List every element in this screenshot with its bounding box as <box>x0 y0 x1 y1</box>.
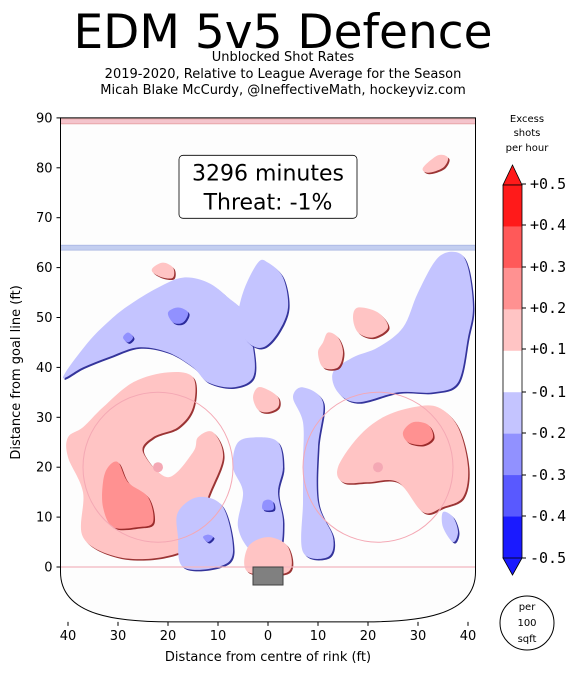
colorbar-band-8 <box>503 516 522 559</box>
colorbar-band-1 <box>503 226 522 269</box>
y-axis-label: Distance from goal line (ft) <box>9 285 24 459</box>
colorbar-max-arrow <box>502 164 523 186</box>
colorbar-band-3 <box>503 309 522 352</box>
faceoff-dot-1 <box>373 462 383 473</box>
region-9 <box>176 496 234 570</box>
colorbar-band-5 <box>503 392 522 435</box>
colorbar-band-4 <box>503 350 522 393</box>
x-tick-label-4: 0 <box>264 629 272 644</box>
region-2 <box>337 405 469 514</box>
colorbar-band-6 <box>503 433 522 476</box>
chart-subtitle: Unblocked Shot Rates <box>211 50 355 65</box>
region-7 <box>232 437 283 556</box>
colorbar-band-7 <box>503 475 522 518</box>
colorbar-legend: +0.5 +0.4 +0.3 +0.2 +0.1 -0.1 -0.2 -0.3 -0.4 -0.5 <box>502 164 566 576</box>
region-19 <box>262 499 274 511</box>
x-tick-label-7: 30 <box>410 629 427 644</box>
region-3 <box>402 421 434 445</box>
unit-badge-line-2: 100 <box>517 618 536 629</box>
x-tick-label-8: 40 <box>460 629 477 644</box>
colorbar-tick-label-3: +0.2 <box>530 299 566 317</box>
colorbar-min-arrow <box>502 557 523 576</box>
region-17 <box>167 307 189 324</box>
region-1 <box>102 461 154 529</box>
y-tick-label-0: 0 <box>44 561 52 576</box>
colorbar-title: Excess shots per hour <box>506 114 550 154</box>
x-tick-label-0: 40 <box>60 629 77 644</box>
region-11 <box>318 332 343 370</box>
region-16 <box>244 537 292 576</box>
x-tick-label-5: 10 <box>310 629 327 644</box>
colorbar-title-line-2: shots <box>514 128 541 139</box>
colorbar-tick-label-9: -0.5 <box>530 549 566 567</box>
region-6 <box>332 251 473 403</box>
rink-boundary <box>60 117 476 623</box>
colorbar-title-line-1: Excess <box>510 114 544 125</box>
blue-line <box>60 244 476 251</box>
region-18 <box>123 332 133 343</box>
region-14 <box>151 262 175 279</box>
x-tick-label-3: 10 <box>210 629 227 644</box>
region-10 <box>441 511 458 543</box>
colorbar-tick-label-6: -0.2 <box>530 424 566 442</box>
goal-net <box>252 566 284 586</box>
region-13 <box>353 307 389 338</box>
chart-credit-line: Micah Blake McCurdy, @IneffectiveMath, h… <box>100 83 466 98</box>
annotation-box: 3296 minutes Threat: -1% <box>178 154 358 219</box>
y-tick-label-2: 20 <box>36 461 53 476</box>
faceoff-dot-0 <box>153 462 163 473</box>
unit-badge-line-1: per <box>519 602 537 613</box>
colorbar-tick-label-7: -0.3 <box>530 466 566 484</box>
colorbar-tick-label-5: -0.1 <box>530 383 566 401</box>
annotation-minutes: 3296 minutes <box>192 161 344 186</box>
y-tick-label-5: 50 <box>36 311 53 326</box>
y-tick-label-4: 40 <box>36 361 53 376</box>
x-tick-label-6: 20 <box>360 629 377 644</box>
colorbar-tick-label-2: +0.3 <box>530 258 566 276</box>
chart-axes: 40 30 20 10 0 10 20 30 40 0 10 20 30 40 50 60 70 80 90 Dist… <box>9 111 476 664</box>
region-5 <box>237 259 289 348</box>
colorbar-tick-label-8: -0.4 <box>530 507 566 525</box>
faceoff-circle-1 <box>302 391 454 543</box>
rink-field <box>60 117 476 622</box>
region-4 <box>62 277 255 388</box>
region-15 <box>422 154 449 173</box>
y-tick-label-3: 30 <box>36 411 53 426</box>
y-tick-label-6: 60 <box>36 261 53 276</box>
annotation-threat: Threat: -1% <box>203 190 333 215</box>
unit-badge: per 100 sqft <box>499 595 555 651</box>
region-12 <box>253 386 280 413</box>
centre-red-line <box>60 118 476 125</box>
colorbar-tick-label-1: +0.4 <box>530 216 566 234</box>
chart-season-line: 2019-2020, Relative to League Average fo… <box>104 67 462 82</box>
y-tick-label-9: 90 <box>36 111 53 126</box>
y-tick-label-7: 70 <box>36 211 53 226</box>
unit-badge-line-3: sqft <box>518 634 537 645</box>
x-axis-label: Distance from centre of rink (ft) <box>165 650 371 665</box>
chart-title: EDM 5v5 Defence <box>73 5 493 60</box>
colorbar-title-line-3: per hour <box>506 143 550 154</box>
faceoff-circle-0 <box>82 391 234 543</box>
colorbar-band-0 <box>503 185 522 227</box>
colorbar-frame <box>502 184 523 559</box>
x-tick-label-2: 20 <box>160 629 177 644</box>
colorbar-tick-label-0: +0.5 <box>530 175 566 193</box>
region-20 <box>203 534 213 542</box>
region-8 <box>293 387 334 559</box>
x-tick-label-1: 30 <box>110 629 127 644</box>
colorbar-tick-label-4: +0.1 <box>530 340 566 358</box>
y-tick-label-1: 10 <box>36 511 53 526</box>
colorbar-band-2 <box>503 267 522 310</box>
y-tick-label-8: 80 <box>36 161 53 176</box>
